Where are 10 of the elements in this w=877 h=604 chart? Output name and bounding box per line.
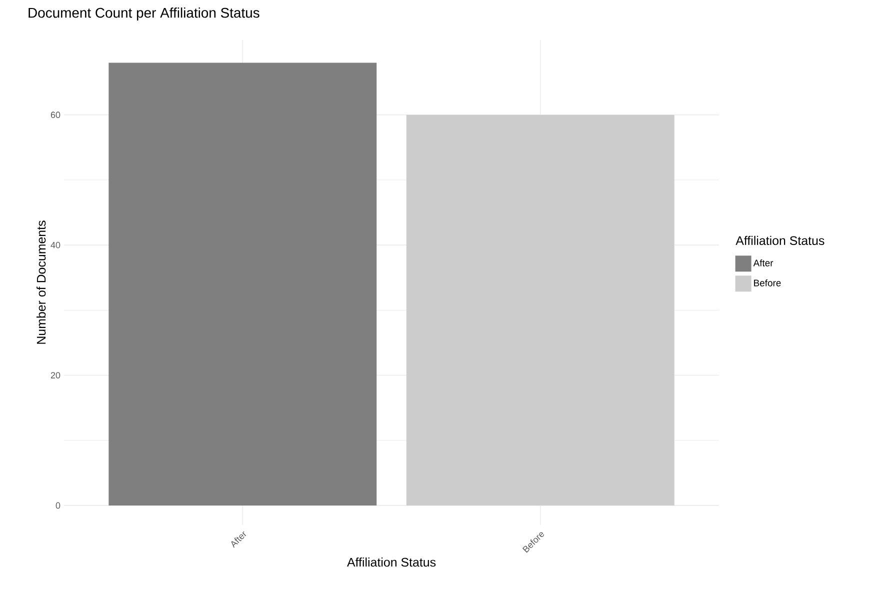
y-tick-label: 40 [50, 242, 60, 248]
legend-title: Affiliation Status [736, 236, 824, 246]
y-tick-label: 20 [50, 372, 60, 378]
legend-label: Before [754, 279, 781, 286]
y-tick-label: 60 [50, 112, 60, 118]
legend-label: After [753, 259, 774, 266]
x-axis-title: Affiliation Status [347, 558, 436, 567]
y-tick-label: 0 [56, 502, 60, 509]
chart-title: Document Count per Affiliation Status [28, 8, 260, 21]
y-axis-title: Number of Documents [36, 220, 46, 344]
